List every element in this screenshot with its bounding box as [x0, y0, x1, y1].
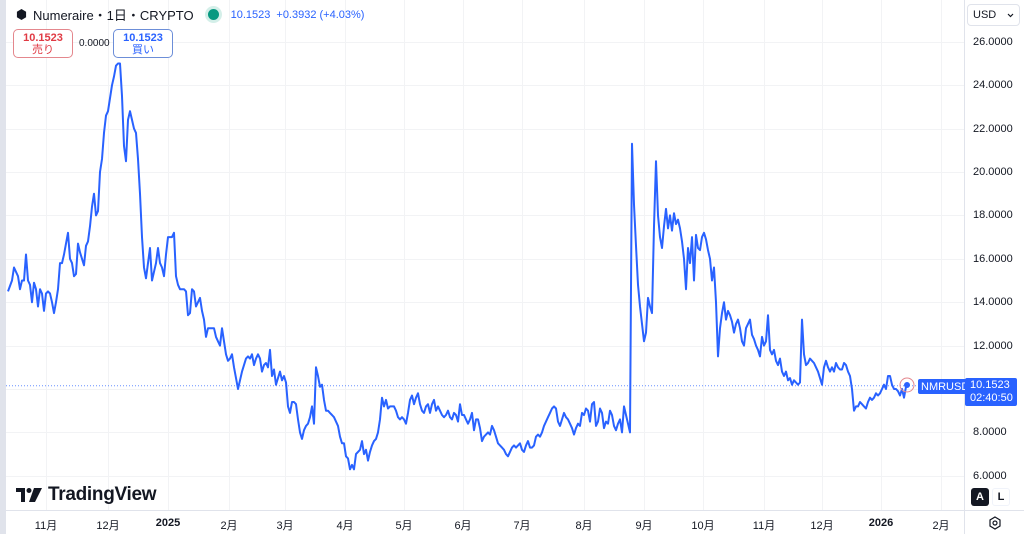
time-tick: 3月 [276, 520, 294, 532]
log-scale-button[interactable]: L [992, 488, 1010, 506]
price-tick: 12.0000 [973, 339, 1013, 352]
grid-line-vertical [644, 0, 645, 510]
grid-line-vertical [764, 0, 765, 510]
time-tick: 4月 [336, 520, 354, 532]
chevron-down-icon [1007, 13, 1014, 17]
market-status-icon [207, 9, 219, 20]
last-price: 10.1523 [230, 8, 271, 21]
time-tick: 2025 [155, 517, 181, 529]
grid-line-vertical [46, 0, 47, 510]
settings-button[interactable] [964, 510, 1024, 534]
price-line-chart[interactable] [0, 0, 964, 510]
time-tick: 2月 [220, 520, 238, 532]
price-series-line [7, 62, 908, 471]
grid-line-vertical [584, 0, 585, 510]
grid-line-vertical [703, 0, 704, 510]
grid-line-vertical [941, 0, 942, 510]
grid-line-horizontal [6, 215, 964, 216]
time-tick: 12月 [96, 520, 120, 532]
time-tick: 10月 [691, 520, 715, 532]
symbol-tag: NMRUSD [918, 379, 973, 394]
sell-price: 10.1523 [23, 31, 63, 44]
grid-line-vertical [822, 0, 823, 510]
time-tick: 2026 [868, 517, 894, 529]
last-point-highlight [899, 377, 915, 393]
time-tick: 6月 [454, 520, 472, 532]
gear-icon [988, 515, 1001, 530]
price-tick: 6.0000 [973, 469, 1007, 482]
scale-mode-buttons: A L [971, 488, 1010, 506]
grid-line-horizontal [6, 85, 964, 86]
grid-line-horizontal [6, 302, 964, 303]
price-tick: 22.0000 [973, 122, 1013, 135]
time-tick: 2月 [932, 520, 950, 532]
currency-select[interactable]: USD [967, 4, 1020, 26]
symbol-title[interactable]: Numeraire・1日・CRYPTO [33, 8, 194, 23]
sell-label: 売り [32, 43, 54, 56]
price-tick: 20.0000 [973, 166, 1013, 178]
price-tick: 18.0000 [973, 209, 1013, 222]
grid-line-vertical [404, 0, 405, 510]
last-price-tag-value: 10.1523 [970, 379, 1010, 391]
symbol-header: Numeraire・1日・CRYPTO 10.1523 +0.3932 (+4.… [16, 5, 364, 24]
buy-button[interactable]: 10.1523 買い [113, 29, 173, 58]
grid-line-vertical [345, 0, 346, 510]
time-tick: 11月 [752, 520, 776, 532]
price-change: +0.3932 (+4.03%) [276, 8, 365, 21]
grid-line-horizontal [6, 432, 964, 433]
price-tick: 24.0000 [973, 79, 1013, 92]
price-tick: 26.0000 [973, 35, 1013, 48]
time-scale[interactable]: 11月 12月 2025 2月 3月 4月 5月 6月 7月 8月 9月 10月 11月 12月 2026 2… [6, 510, 964, 534]
logo-text: TradingView [48, 484, 157, 505]
price-scale[interactable]: 26.0000 24.0000 22.0000 20.0000 18.0000 16.00… [964, 0, 1024, 510]
grid-line-vertical [168, 0, 169, 510]
time-tick: 9月 [635, 520, 653, 532]
buy-price: 10.1523 [123, 31, 163, 44]
time-tick: 5月 [395, 520, 413, 532]
sell-button[interactable]: 10.1523 売り [13, 29, 73, 58]
grid-line-vertical [108, 0, 109, 510]
buy-label: 買い [132, 43, 154, 56]
grid-line-horizontal [6, 346, 964, 347]
grid-line-vertical [881, 0, 882, 510]
time-tick: 12月 [810, 520, 834, 532]
time-tick: 7月 [513, 520, 531, 532]
grid-line-horizontal [6, 259, 964, 260]
tradingview-logo-icon [16, 488, 42, 502]
last-point-marker [904, 382, 910, 388]
grid-line-horizontal [6, 42, 964, 43]
grid-line-vertical [522, 0, 523, 510]
spread-value: 0.0000 [79, 38, 110, 49]
grid-line-vertical [285, 0, 286, 510]
price-tick: 8.0000 [973, 426, 1007, 439]
grid-line-vertical [229, 0, 230, 510]
grid-line-horizontal [6, 389, 964, 390]
left-border [0, 0, 6, 534]
auto-scale-button[interactable]: A [971, 488, 989, 506]
grid-line-horizontal [6, 129, 964, 130]
time-tick: 11月 [34, 520, 58, 532]
price-tick: 16.0000 [973, 252, 1013, 265]
numeraire-logo-icon [16, 9, 27, 20]
grid-line-horizontal [6, 476, 964, 477]
grid-line-horizontal [6, 172, 964, 173]
last-price-tag: 10.1523 02:40:50 [965, 378, 1017, 406]
tradingview-logo[interactable]: TradingView [16, 484, 157, 506]
price-tick: 14.0000 [973, 296, 1013, 309]
currency-label: USD [973, 9, 997, 21]
time-tick: 8月 [575, 520, 593, 532]
grid-line-vertical [463, 0, 464, 510]
bar-countdown: 02:40:50 [970, 392, 1013, 404]
